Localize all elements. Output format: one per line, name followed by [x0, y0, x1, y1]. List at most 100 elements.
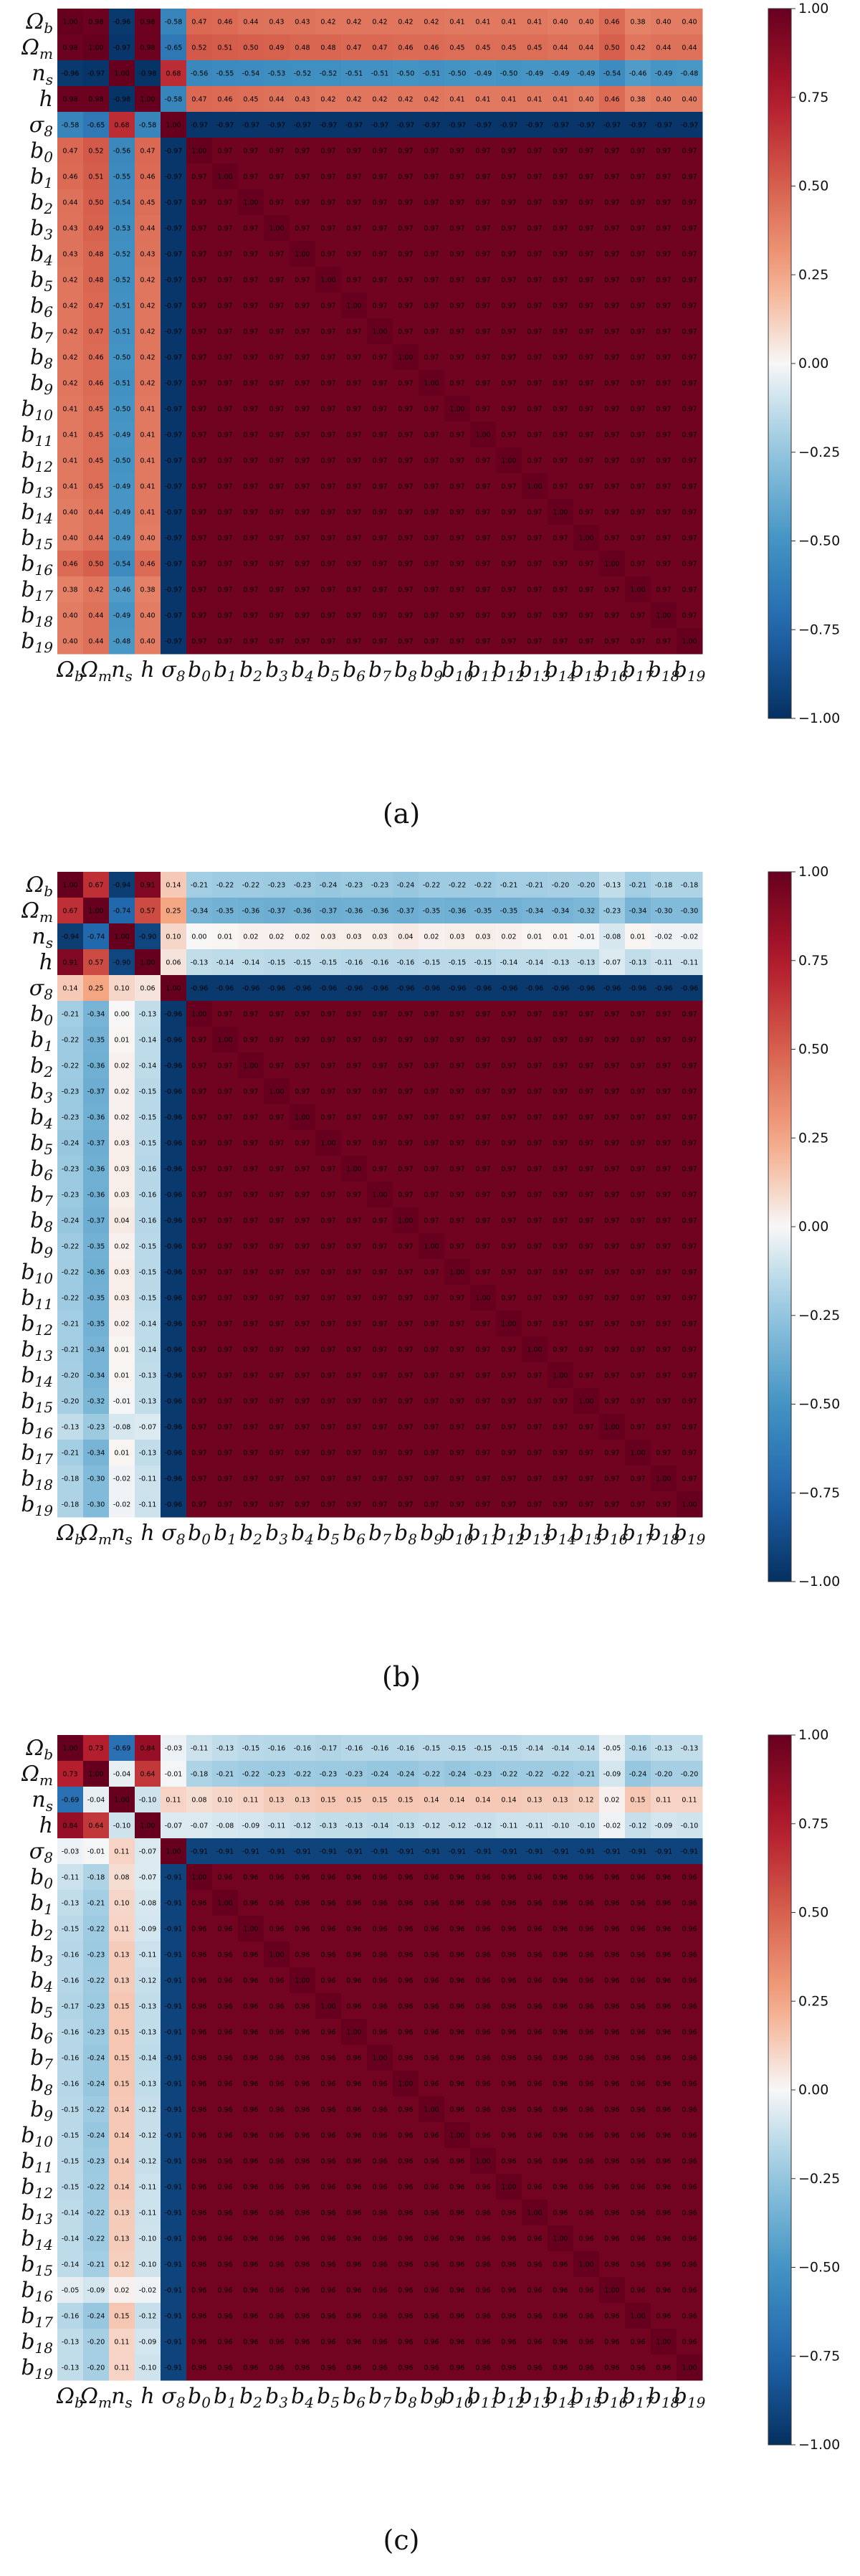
cell-value-label: 0.96: [604, 2184, 619, 2192]
cell-value-label: 0.96: [191, 2003, 206, 2011]
cell-value-label: -0.91: [423, 1848, 441, 1856]
heatmap-cell: [651, 2200, 677, 2226]
heatmap-cell: [135, 1052, 161, 1079]
cell-value-label: 0.97: [604, 1372, 619, 1380]
heatmap-cell: [315, 551, 342, 577]
cell-value-label: -0.21: [87, 2261, 105, 2269]
heatmap-cell: [573, 1078, 600, 1105]
heatmap-cell: [419, 1465, 445, 1492]
cell-value-label: 0.97: [398, 509, 413, 517]
heatmap-cell: [496, 1001, 522, 1027]
heatmap-cell: [419, 1104, 445, 1131]
heatmap-cell: [109, 1838, 135, 1865]
cell-value-label: 1.00: [682, 1501, 697, 1509]
cell-value-label: 0.96: [501, 2210, 516, 2218]
cell-value-label: 0.97: [449, 1140, 464, 1148]
cell-value-label: 0.97: [630, 1114, 645, 1122]
cell-value-label: 0.96: [682, 2287, 697, 2295]
heatmap-cell: [496, 576, 522, 603]
cell-value-label: -0.15: [139, 1243, 157, 1251]
cell-value-label: 0.97: [372, 1295, 387, 1303]
cell-value-label: 0.96: [449, 2364, 464, 2372]
row-label: b1: [30, 1891, 53, 1918]
heatmap-cell: [186, 1864, 213, 1891]
cell-value-label: 0.97: [398, 1501, 413, 1509]
cell-value-label: 0.97: [475, 457, 490, 465]
cell-value-label: 0.14: [114, 2106, 129, 2114]
cell-value-label: 0.97: [449, 1011, 464, 1019]
heatmap-cell: [264, 473, 290, 500]
heatmap-cell: [341, 1465, 368, 1492]
cell-value-label: 0.96: [449, 1874, 464, 1882]
heatmap-cell: [290, 2200, 316, 2226]
heatmap-cell: [393, 2277, 419, 2304]
cell-value-label: 0.96: [630, 1900, 645, 1908]
heatmap-cell: [315, 2200, 342, 2226]
cell-value-label: 0.97: [243, 251, 258, 259]
heatmap-cell: [135, 1156, 161, 1182]
heatmap-cell: [625, 2174, 651, 2200]
heatmap-cell: [315, 1233, 342, 1260]
heatmap-cell: [470, 1967, 497, 1994]
cell-value-label: 0.97: [269, 1475, 284, 1483]
colorbar: [768, 871, 792, 1582]
cell-value-label: 0.96: [295, 1952, 310, 1959]
heatmap-cell: [444, 112, 471, 138]
cell-value-label: 0.97: [656, 1088, 671, 1096]
heatmap-cell: [496, 60, 522, 87]
heatmap-cell: [444, 2096, 471, 2123]
cell-value-label: 0.02: [243, 933, 258, 941]
heatmap-cell: [161, 344, 187, 371]
cell-value-label: 0.96: [191, 2261, 206, 2269]
cell-value-label: -0.15: [294, 959, 312, 967]
heatmap-cell: [290, 1787, 316, 1813]
heatmap-cell: [444, 975, 471, 1002]
heatmap-cell: [419, 1414, 445, 1440]
cell-value-label: -0.53: [268, 70, 286, 78]
heatmap-cell: [57, 9, 84, 35]
cell-value-label: -0.24: [87, 2313, 105, 2321]
cell-value-label: 0.46: [217, 96, 232, 104]
heatmap-cell: [677, 1336, 703, 1363]
heatmap-cell: [573, 1941, 600, 1968]
cell-value-label: 0.97: [604, 1475, 619, 1483]
cell-value-label: 0.97: [424, 535, 439, 543]
heatmap-cell: [57, 2174, 84, 2200]
heatmap-cell: [419, 1052, 445, 1079]
heatmap-cell: [522, 60, 548, 87]
heatmap-cell: [341, 2174, 368, 2200]
cell-value-label: 0.97: [372, 380, 387, 388]
heatmap-cell: [548, 2045, 574, 2071]
heatmap-cell: [57, 447, 84, 474]
heatmap-cell: [186, 1761, 213, 1787]
cell-value-label: 0.47: [346, 44, 361, 52]
cell-value-label: 0.97: [449, 225, 464, 233]
heatmap-cell: [212, 2122, 239, 2149]
cell-value-label: -0.22: [242, 882, 260, 890]
heatmap-panel-b: 1.00 0.67 -0.94 0.91 0.14 -0.21 -0.22 -0.22 -0.2…: [0, 863, 860, 1709]
heatmap-cell: [161, 2045, 187, 2071]
heatmap-cell: [341, 344, 368, 371]
column-label: b16: [596, 2384, 629, 2411]
heatmap-cell: [83, 163, 110, 190]
heatmap-cell: [599, 1491, 626, 1518]
heatmap-cell: [522, 34, 548, 61]
heatmap-cell: [367, 1787, 393, 1813]
heatmap-cell: [496, 1027, 522, 1053]
heatmap-cell: [238, 2225, 264, 2252]
heatmap-cell: [290, 396, 316, 422]
cell-value-label: 0.97: [295, 638, 310, 646]
heatmap-cell: [212, 2174, 239, 2200]
cell-value-label: 0.96: [346, 1952, 361, 1959]
heatmap-cell: [109, 2225, 135, 2252]
cell-value-label: 0.97: [656, 457, 671, 465]
cell-value-label: 0.96: [682, 1952, 697, 1959]
heatmap-cell: [238, 1967, 264, 1994]
cell-value-label: -0.07: [139, 1848, 157, 1856]
heatmap-cell: [109, 189, 135, 216]
heatmap-cell: [444, 1890, 471, 1916]
heatmap-cell: [57, 60, 84, 87]
cell-value-label: 0.97: [449, 303, 464, 310]
heatmap-cell: [341, 2122, 368, 2149]
heatmap-cell: [677, 1027, 703, 1053]
